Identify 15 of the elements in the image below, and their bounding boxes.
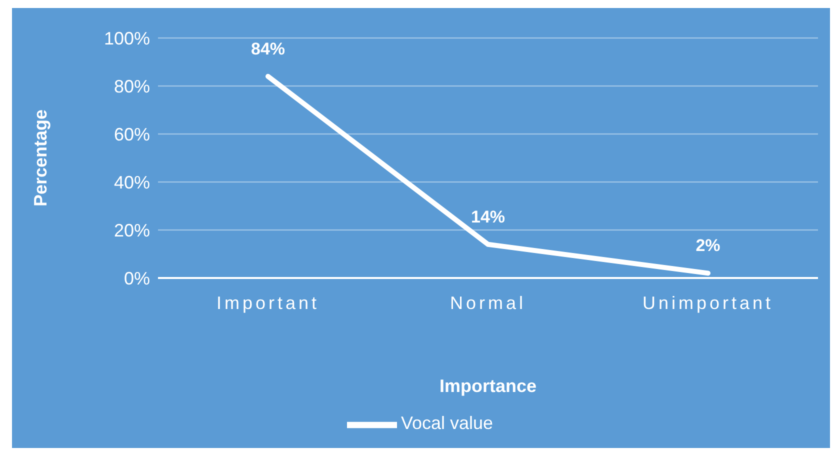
y-tick-label: 0%	[124, 268, 150, 288]
x-axis-title: Importance	[439, 376, 537, 396]
y-tick-label: 60%	[114, 124, 150, 144]
x-tick-label: Unimportant	[642, 292, 774, 313]
data-label: 14%	[470, 207, 506, 226]
x-tick-label: Normal	[450, 292, 526, 313]
data-label: 2%	[696, 236, 720, 256]
x-tick-label: Important	[216, 292, 320, 313]
y-tick-label: 80%	[114, 76, 150, 96]
y-tick-label: 20%	[114, 220, 150, 240]
y-axis-title: Percentage	[30, 109, 50, 207]
data-label: 84%	[250, 39, 286, 58]
legend-label: Vocal value	[400, 413, 494, 434]
y-tick-label: 100%	[104, 28, 150, 48]
y-tick-label: 40%	[114, 172, 150, 192]
